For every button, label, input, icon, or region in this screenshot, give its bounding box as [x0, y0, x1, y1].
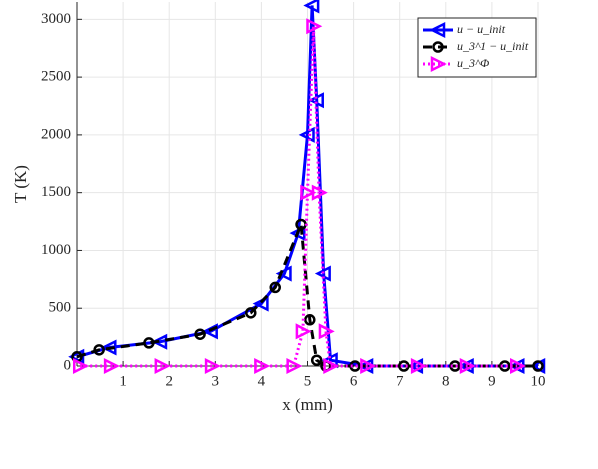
data-marker: [360, 357, 377, 375]
data-marker: [306, 18, 323, 35]
legend-label: u − u_init: [457, 22, 506, 36]
x-tick-label: 5: [304, 373, 312, 389]
y-tick-label: 1000: [41, 242, 71, 258]
data-marker: [275, 265, 292, 282]
legend-marker: [430, 55, 447, 73]
data-marker: [304, 314, 316, 326]
y-tick-label: 1500: [41, 184, 71, 200]
data-marker: [349, 360, 361, 372]
x-axis-label: x (mm): [282, 395, 333, 414]
series-line: [80, 26, 518, 368]
legend-marker: [432, 41, 444, 53]
x-tick-label: 4: [258, 373, 266, 389]
data-marker: [499, 360, 511, 372]
data-marker: [310, 354, 323, 366]
data-marker: [143, 337, 155, 349]
data-marker: [300, 184, 317, 201]
x-tick-label: 7: [396, 373, 404, 389]
y-tick-label: 2000: [41, 126, 71, 142]
x-tick-label: 3: [212, 373, 220, 389]
legend-label: u_3^Φ: [457, 56, 489, 70]
data-marker: [510, 357, 527, 375]
data-marker: [286, 357, 303, 375]
data-marker: [269, 281, 281, 294]
data-marker: [245, 307, 257, 319]
x-tick-label: 10: [531, 373, 546, 389]
data-marker: [323, 357, 340, 375]
data-marker: [410, 357, 427, 375]
data-marker: [103, 357, 120, 375]
data-marker: [194, 328, 206, 340]
data-marker: [398, 360, 410, 372]
data-marker: [449, 360, 461, 372]
data-marker: [318, 323, 335, 340]
data-marker: [204, 357, 221, 375]
x-tick-label: 8: [442, 373, 450, 389]
series-line: [76, 5, 538, 368]
x-tick-label: 1: [119, 373, 127, 389]
legend-marker: [429, 21, 446, 39]
data-marker: [151, 333, 168, 350]
y-axis-label: T (K): [11, 165, 30, 203]
data-marker: [459, 357, 476, 375]
legend-label: u_3^1 − u_init: [457, 39, 529, 53]
y-tick-label: 2500: [41, 69, 71, 85]
data-marker: [72, 357, 90, 375]
x-tick-label: 9: [488, 373, 496, 389]
x-tick-label: 6: [350, 373, 358, 389]
data-marker: [298, 126, 315, 143]
data-marker: [100, 339, 117, 356]
data-marker: [68, 348, 85, 365]
data-marker: [154, 357, 171, 375]
legend: u − u_init u_3^1 − u_init u_3^Φ: [417, 17, 537, 78]
y-tick-label: 0: [64, 357, 72, 373]
data-marker: [303, 0, 320, 14]
series-line: [76, 223, 538, 368]
data-marker: [532, 360, 544, 372]
y-tick-label: 500: [49, 300, 72, 316]
y-tick-label: 3000: [41, 11, 71, 27]
data-marker: [295, 323, 312, 340]
data-marker: [311, 184, 328, 201]
x-tick-label: 2: [165, 373, 173, 389]
data-marker: [529, 357, 546, 375]
data-marker: [93, 344, 105, 356]
data-marker: [254, 357, 271, 375]
